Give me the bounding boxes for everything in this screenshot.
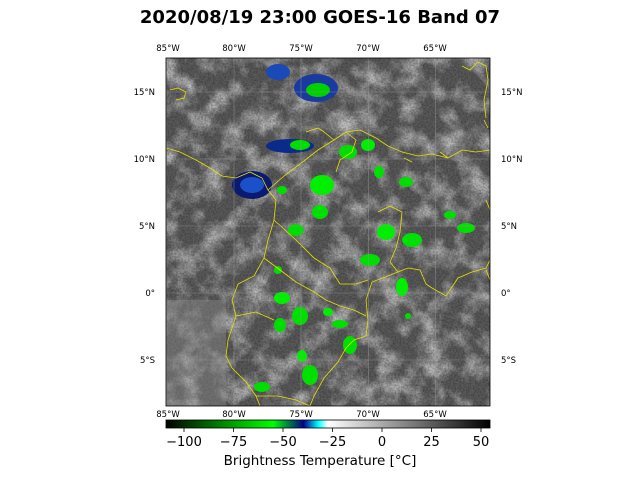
colorbar-label: Brightness Temperature [°C] [0,453,640,469]
lon-label-top: 80°W [222,44,246,54]
lon-label-top: 85°W [156,44,180,54]
lon-label-top: 65°W [423,44,447,54]
colorbar-tick: −50 [269,435,296,450]
lat-label-left: 10°N [134,155,155,165]
lat-label-left: 15°N [134,88,155,98]
lat-label-right: 5°N [501,222,517,232]
lat-label-right: 15°N [501,88,522,98]
lat-label-left: 0° [145,289,155,299]
colorbar-tick: 25 [423,435,440,450]
lat-label-left: 5°S [140,356,155,366]
colorbar: −100 −75 −50 −25 0 25 50 [166,420,490,450]
lon-label-top: 75°W [289,44,313,54]
colorbar-tick: 0 [378,435,386,450]
lat-label-left: 5°N [139,222,155,232]
lon-label-bottom: 85°W [156,410,180,420]
lat-label-right: 0° [501,289,511,299]
colorbar-tick: 50 [473,435,490,450]
lat-label-right: 10°N [501,155,522,165]
lon-label-bottom: 70°W [356,410,380,420]
lon-label-bottom: 80°W [222,410,246,420]
colorbar-gradient [166,420,490,428]
lon-label-top: 70°W [356,44,380,54]
lat-label-right: 5°S [501,356,516,366]
colorbar-tick: −75 [220,435,247,450]
satellite-image [166,58,490,406]
colorbar-tick: −100 [166,435,202,450]
colorbar-tick: −25 [319,435,346,450]
lon-label-bottom: 75°W [289,410,313,420]
lon-label-bottom: 65°W [423,410,447,420]
